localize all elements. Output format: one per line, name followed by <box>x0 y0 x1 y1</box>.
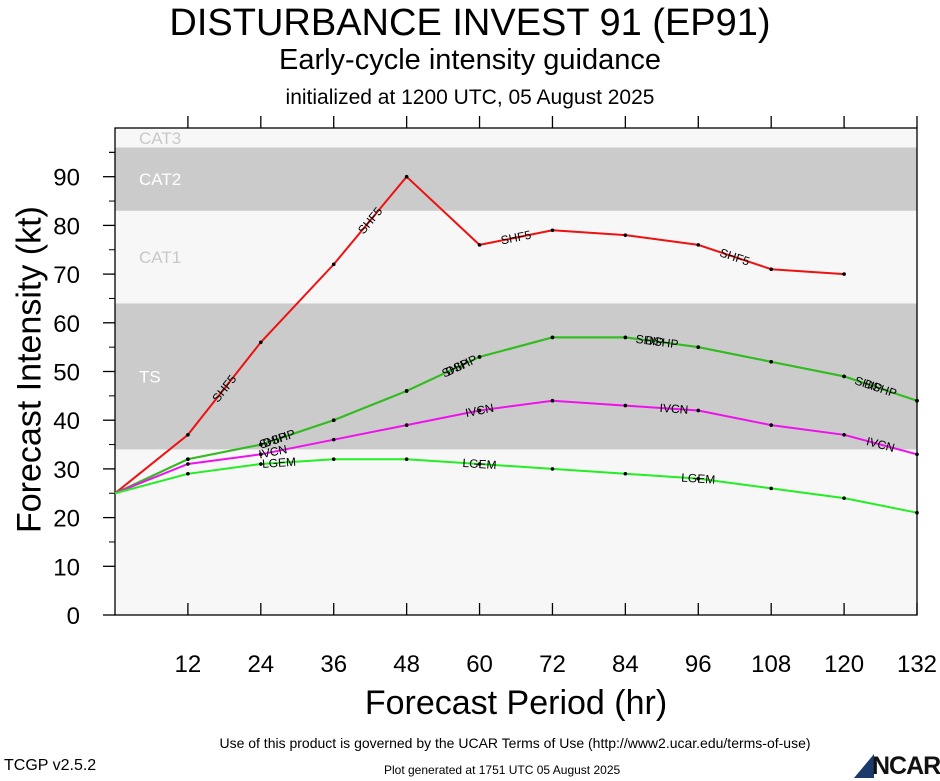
band-label-cat3: CAT3 <box>139 129 181 148</box>
series-label-shf5: SHF5 <box>500 228 533 248</box>
terms-of-use-note: Use of this product is governed by the U… <box>219 735 811 751</box>
y-tick-label: 10 <box>53 554 80 581</box>
data-point-ivcn <box>696 408 701 413</box>
series-label-lgem: LGEM <box>262 455 297 471</box>
ncar-logo: NCAR <box>852 752 940 780</box>
data-point-lgem <box>186 471 190 476</box>
series-label-dshp: DSHP <box>644 333 679 351</box>
band-label-cat2: CAT2 <box>139 170 181 189</box>
data-point-lgem <box>477 462 482 466</box>
series-line-lgem <box>114 458 918 514</box>
series-label-lgem: LGEM <box>462 456 497 472</box>
y-axis-label: Forecast Intensity (kt) <box>10 206 49 533</box>
data-point-shf5 <box>623 233 628 237</box>
band-ts <box>115 303 917 450</box>
band-label-cat1: CAT1 <box>139 248 181 267</box>
x-tick-label: 72 <box>539 651 566 678</box>
y-tick-label: 80 <box>53 213 80 240</box>
data-point-ivcn <box>550 398 555 403</box>
chart-subtitle: Early-cycle intensity guidance <box>278 44 661 76</box>
x-tick-label: 132 <box>897 651 937 678</box>
series-line-ship <box>114 336 918 495</box>
data-point-lgem <box>915 510 919 515</box>
data-point-ivcn <box>842 433 846 437</box>
data-point-lgem <box>331 457 336 461</box>
data-point-shf5 <box>769 267 773 272</box>
band-cat1 <box>115 210 917 304</box>
version-label: TCGP v2.5.2 <box>4 757 97 774</box>
data-point-ship <box>550 335 555 340</box>
x-tick-label: 36 <box>320 651 347 678</box>
data-point-lgem <box>842 496 846 500</box>
data-point-ship <box>331 418 336 423</box>
data-point-shf5 <box>186 433 190 437</box>
data-point-ship <box>842 374 846 379</box>
data-point-lgem <box>696 476 701 481</box>
data-point-ivcn <box>331 437 336 442</box>
data-point-lgem <box>550 467 555 471</box>
x-tick-label: 24 <box>247 651 274 678</box>
data-point-lgem <box>769 486 773 491</box>
data-point-shf5 <box>696 243 701 247</box>
series-line-ivcn <box>114 399 918 495</box>
y-tick-label: 0 <box>67 603 80 630</box>
plot-background <box>115 449 917 615</box>
series-label-ivcn: IVCN <box>659 401 689 417</box>
series-label-ivcn: IVCN <box>464 401 495 420</box>
band-cat3 <box>115 128 917 148</box>
band-cat2 <box>115 147 917 211</box>
x-tick-label: 96 <box>685 651 712 678</box>
data-point-shf5 <box>331 262 336 267</box>
x-tick-label: 60 <box>466 651 493 678</box>
x-axis-label: Forecast Period (hr) <box>364 684 668 722</box>
data-point-lgem <box>259 462 263 466</box>
data-point-ship <box>769 359 773 364</box>
x-tick-label: 84 <box>612 651 639 678</box>
chart-title: DISTURBANCE INVEST 91 (EP91) <box>169 2 771 44</box>
data-point-shf5 <box>259 340 263 345</box>
data-point-shf5 <box>404 174 409 179</box>
data-point-ship <box>477 355 482 359</box>
data-point-shf5 <box>550 228 555 233</box>
x-tick-label: 120 <box>824 651 864 678</box>
ncar-logo-mark-icon <box>854 754 874 778</box>
data-point-ivcn <box>477 408 482 413</box>
data-point-ivcn <box>404 423 409 427</box>
data-point-ivcn <box>769 423 773 427</box>
ncar-logo-text: NCAR <box>872 752 940 780</box>
y-tick-label: 40 <box>53 408 80 435</box>
x-tick-label: 12 <box>175 651 202 678</box>
y-tick-label: 30 <box>53 457 80 484</box>
data-point-ship <box>259 442 263 447</box>
data-point-ivcn <box>915 452 919 457</box>
series-label-ivcn: IVCN <box>258 442 289 461</box>
data-point-ship <box>186 457 190 461</box>
x-tick-label: 108 <box>751 651 791 678</box>
data-point-ivcn <box>186 462 190 466</box>
data-point-shf5 <box>842 272 846 276</box>
y-tick-label: 50 <box>53 360 80 387</box>
generated-time-label: Plot generated at 1751 UTC 05 August 202… <box>384 763 621 777</box>
data-point-ship <box>623 335 628 340</box>
series-label-ship: SHIP <box>635 332 665 350</box>
series-label-lgem: LGEM <box>681 471 716 487</box>
band-label-ts: TS <box>139 367 161 386</box>
y-tick-label: 60 <box>53 311 80 338</box>
y-tick-label: 20 <box>53 506 80 533</box>
x-tick-label: 48 <box>393 651 420 678</box>
data-point-ship <box>696 345 701 349</box>
data-point-shf5 <box>477 243 482 247</box>
data-point-lgem <box>404 457 409 461</box>
data-point-ship <box>915 398 919 403</box>
data-point-lgem <box>623 471 628 476</box>
y-tick-label: 70 <box>53 262 80 289</box>
init-time-line: initialized at 1200 UTC, 05 August 2025 <box>285 86 655 109</box>
y-tick-label: 90 <box>53 165 80 192</box>
data-point-ship <box>404 389 409 393</box>
data-point-ivcn <box>623 403 628 408</box>
data-point-ivcn <box>259 452 263 457</box>
